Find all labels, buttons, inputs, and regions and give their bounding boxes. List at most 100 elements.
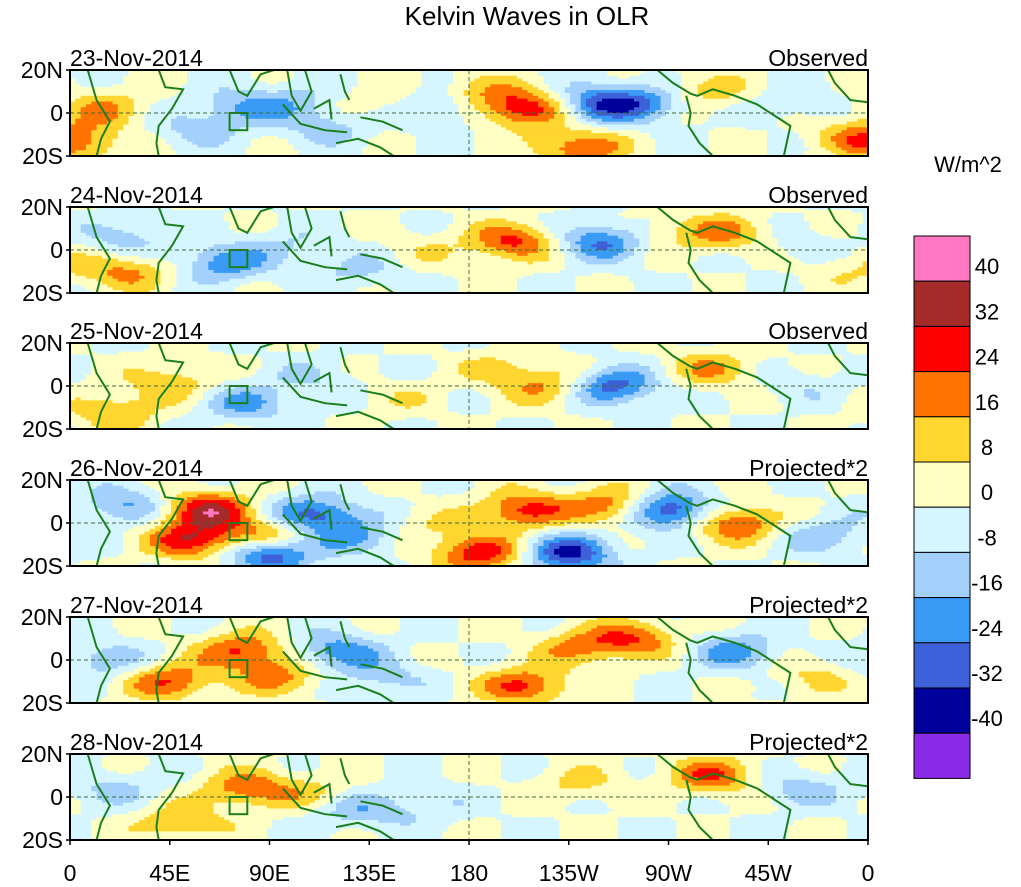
olr-cell [133,101,140,105]
olr-cell [85,118,92,123]
olr-cell [288,104,295,108]
olr-cell [123,84,130,88]
olr-cell [250,141,257,146]
olr-cell [107,133,114,137]
olr-cell [362,138,369,143]
olr-cell [240,130,247,134]
olr-cell [373,130,380,134]
olr-cell [357,81,364,85]
olr-cell [165,144,172,148]
olr-cell [117,78,124,83]
olr-cell [107,84,114,88]
olr-cell [218,98,225,103]
olr-cell [203,72,209,77]
olr-cell [165,150,172,154]
olr-cell [155,141,162,146]
olr-cell [341,70,348,74]
olr-cell [139,78,146,83]
olr-cell [234,101,241,105]
olr-cell [208,101,215,105]
olr-cell [171,72,177,77]
olr-cell [117,92,124,97]
olr-cell [96,118,103,123]
olr-cell [112,135,119,140]
olr-cell [272,81,279,85]
olr-cell [213,87,220,91]
olr-cell [309,84,316,88]
olr-cell [112,81,119,85]
olr-cell [373,84,380,88]
olr-cell [192,127,199,131]
olr-cell [346,153,353,157]
olr-cell [149,150,156,154]
olr-cell [256,144,263,148]
olr-cell [341,135,348,140]
olr-cell [160,87,167,91]
olr-cell [176,121,183,126]
olr-cell [187,153,193,157]
olr-cell [261,150,268,154]
olr-cell [357,135,364,140]
olr-cell [213,147,220,151]
olr-cell [101,104,108,108]
olr-cell [101,124,108,128]
olr-cell [256,147,263,151]
olr-cell [139,81,146,85]
olr-cell [144,115,151,120]
olr-cell [224,90,231,94]
olr-cell [272,90,279,94]
olr-cell [277,135,284,140]
olr-cell [357,98,364,103]
olr-cell [181,135,188,140]
olr-cell [282,90,289,94]
olr-cell [218,110,225,114]
olr-cell [245,78,252,83]
olr-cell [101,92,108,97]
olr-cell [176,141,183,146]
olr-cell [234,98,241,103]
olr-cell [187,133,193,137]
olr-cell [229,84,236,88]
olr-cell [234,104,241,108]
olr-cell [266,121,273,126]
olr-cell [245,135,252,140]
olr-cell [293,110,300,114]
olr-cell [293,141,300,146]
olr-cell [160,110,167,114]
olr-cell [149,98,156,103]
olr-cell [351,138,358,143]
olr-cell [272,101,279,105]
olr-cell [85,147,92,151]
olr-cell [176,101,183,105]
olr-cell [288,127,295,131]
olr-cell [266,72,273,77]
olr-cell [351,115,358,120]
olr-cell [70,115,76,120]
olr-cell [261,92,268,97]
olr-cell [367,92,374,97]
olr-cell [336,121,342,126]
olr-cell [229,110,236,114]
olr-cell [367,104,374,108]
olr-cell [320,78,326,83]
olr-cell [123,144,130,148]
olr-cell [224,70,231,74]
olr-cell [367,78,374,83]
olr-cell [144,72,151,77]
olr-cell [208,153,215,157]
olr-cell [330,87,337,91]
olr-cell [330,101,337,105]
olr-cell [224,127,231,131]
olr-cell [234,115,241,120]
olr-cell [367,95,374,100]
olr-cell [336,153,342,157]
olr-cell [218,70,225,74]
olr-cell [128,95,135,100]
olr-cell [245,101,252,105]
olr-cell [218,141,225,146]
olr-cell [224,78,231,83]
olr-cell [160,124,167,128]
olr-cell [75,144,82,148]
olr-cell [117,127,124,131]
olr-cell [85,78,92,83]
